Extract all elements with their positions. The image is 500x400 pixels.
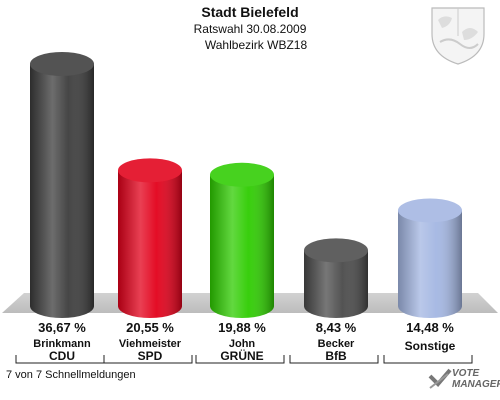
data-label: 36,67 % [38, 320, 86, 335]
district-label: Wahlbezirk WBZ18 [204, 38, 308, 52]
chart-title: Stadt Bielefeld [201, 4, 299, 20]
party-label: CDU [49, 349, 75, 363]
category-bracket [383, 355, 473, 364]
status-text: 7 von 7 Schnellmeldungen [6, 369, 136, 381]
brand-text: VOTE MANAGER [452, 368, 500, 390]
candidate-label: John [228, 338, 256, 350]
bar-spd [118, 158, 182, 318]
bar-bfb [304, 238, 368, 318]
party-label: SPD [137, 349, 163, 363]
data-label: 8,43 % [315, 320, 357, 335]
vote-manager-logo [428, 368, 452, 389]
bar-cdu [30, 52, 94, 318]
candidate-label: Viehmeister [118, 338, 182, 350]
category-bracket [195, 355, 285, 364]
brand-line-2: MANAGER [452, 379, 500, 390]
category-bracket [289, 355, 379, 364]
data-label: 20,55 % [126, 320, 174, 335]
bar-sonstige [398, 198, 462, 318]
candidate-label: Becker [317, 338, 355, 350]
candidate-label: Brinkmann [33, 338, 91, 350]
coat-of-arms-icon [431, 7, 485, 65]
brand-line-1: VOTE [452, 368, 480, 379]
party-label: GRÜNE [220, 349, 264, 363]
party-label: BfB [325, 349, 347, 363]
chart-subtitle: Ratswahl 30.08.2009 [193, 22, 307, 36]
category-bracket [103, 355, 193, 364]
party-label: Sonstige [404, 339, 456, 353]
bar-grüne [210, 162, 274, 318]
data-label: 14,48 % [406, 320, 454, 335]
data-label: 19,88 % [218, 320, 266, 335]
